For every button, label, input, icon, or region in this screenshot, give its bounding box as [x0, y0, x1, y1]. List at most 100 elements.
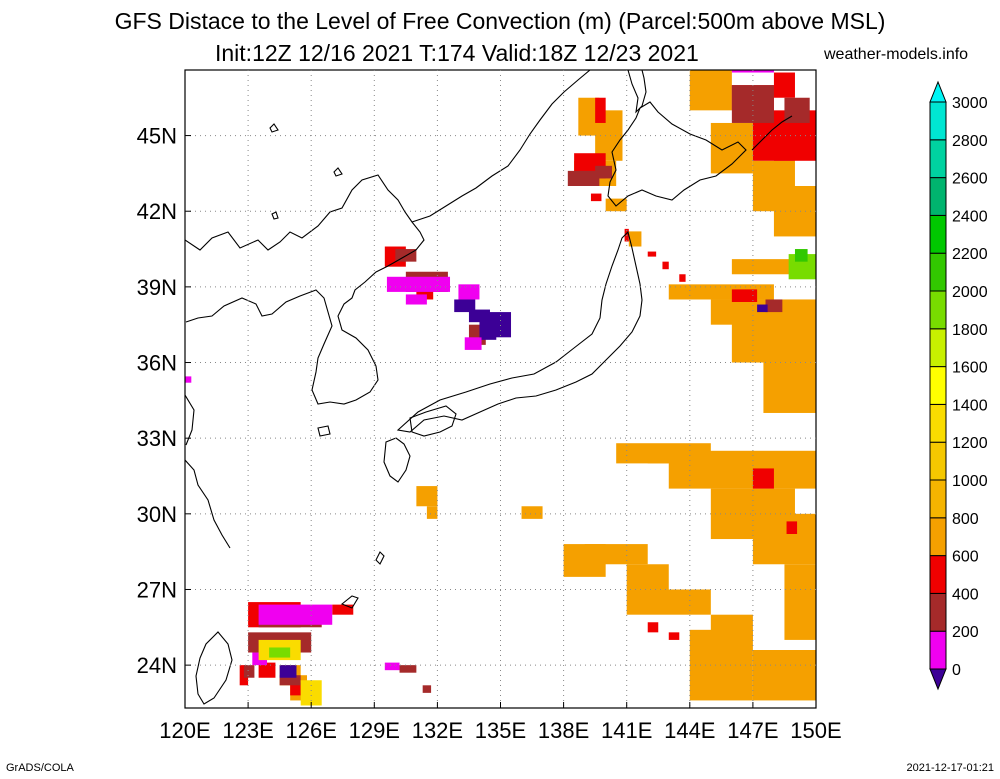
colorbar-segment [929, 328, 947, 368]
footer-software: GrADS/COLA [6, 762, 74, 774]
field-cell [426, 506, 438, 519]
field-cell [752, 468, 774, 489]
field-cell [422, 685, 432, 693]
colorbar-segment [929, 517, 947, 557]
field-cell [468, 309, 490, 323]
colorbar-segment [929, 290, 947, 330]
field-cell [605, 198, 627, 212]
field-cell [710, 122, 753, 174]
field-cell [786, 521, 798, 534]
field-cell [668, 284, 774, 300]
colorbar-min-arrow [929, 668, 947, 691]
y-tick-label: 45N [137, 124, 177, 149]
colorbar-max-arrow [929, 80, 947, 103]
colorbar-segment [929, 403, 947, 443]
field-cell [384, 662, 400, 671]
colorbar-segment [929, 214, 947, 254]
colorbar-segment [929, 139, 947, 179]
field-cell [567, 170, 600, 186]
field-cell [300, 680, 322, 706]
colorbar-label: 0 [952, 662, 961, 679]
colorbar-segment [929, 592, 947, 632]
field-cell [258, 604, 333, 625]
colorbar-segment [929, 101, 947, 141]
field-cell [731, 85, 774, 123]
field-cell [668, 632, 680, 640]
x-axis: 120E 123E 126E 129E 132E 135E 138E 141E 144E 147E… [159, 702, 842, 743]
field-cell [521, 506, 543, 519]
field-cell [784, 97, 810, 123]
colorbar-segment [929, 479, 947, 519]
x-tick-label: 147E [727, 718, 778, 743]
y-tick-label: 24N [137, 653, 177, 678]
field-cell [243, 665, 255, 678]
colorbar-segment [929, 177, 947, 216]
footer-timestamp: 2021-12-17-01:21 [906, 762, 994, 774]
colorbar-label: 400 [952, 586, 979, 603]
field-cell [679, 274, 686, 282]
field-cell [773, 72, 795, 98]
colorbar-label: 1400 [952, 397, 988, 414]
field-cell [481, 329, 497, 340]
colorbar-label: 3000 [952, 95, 988, 112]
y-tick-label: 33N [137, 426, 177, 451]
colorbar-label: 800 [952, 511, 979, 528]
field-cell [279, 665, 297, 678]
colorbar-segment [929, 366, 947, 405]
y-tick-label: 30N [137, 502, 177, 527]
site-credit: weather-models.info [824, 46, 969, 63]
field-cell [773, 135, 795, 161]
field-cell [584, 544, 648, 565]
x-tick-label: 135E [475, 718, 526, 743]
field-cell [731, 70, 774, 73]
field-cell [752, 513, 816, 565]
colorbar: 0 200 400 600 800 1000 1200 1400 1600 1800 2000 220… [929, 80, 988, 691]
colorbar-segment [929, 252, 947, 292]
x-tick-label: 120E [159, 718, 210, 743]
field-cell [595, 165, 612, 179]
y-tick-label: 39N [137, 275, 177, 300]
field-cell [784, 564, 816, 640]
x-tick-label: 138E [538, 718, 589, 743]
colorbar-label: 200 [952, 624, 979, 641]
field-cell [710, 299, 816, 325]
field-cell [590, 193, 602, 202]
colorbar-label: 1600 [952, 360, 988, 377]
field-cell [689, 629, 753, 701]
map-subtitle: Init:12Z 12/16 2021 T:174 Valid:18Z 12/2… [215, 40, 699, 66]
field-cell [731, 289, 758, 302]
x-tick-label: 129E [349, 718, 400, 743]
field-cell [689, 70, 732, 111]
field-cell [662, 261, 669, 270]
field-cell [763, 362, 816, 413]
field-cell [399, 665, 417, 673]
field-cell [628, 231, 642, 247]
coastlines [185, 70, 793, 705]
field-cell [416, 289, 434, 300]
field-cell [454, 299, 476, 313]
lat-lon-grid [185, 70, 816, 708]
colorbar-label: 2200 [952, 246, 988, 263]
colorbar-segment [929, 555, 947, 594]
field-cell [595, 97, 606, 123]
map-title: GFS Distace to the Level of Free Convect… [114, 8, 886, 34]
y-axis: 24N 27N 30N 33N 36N 39N 42N 45N [137, 124, 191, 678]
field-cell [279, 675, 301, 686]
colorbar-segment [929, 630, 947, 670]
field-cell [416, 486, 438, 507]
field-cell [765, 299, 783, 313]
x-tick-label: 132E [412, 718, 463, 743]
field-cell [752, 650, 816, 701]
colorbar-label: 2800 [952, 133, 988, 150]
field-cell [626, 564, 669, 590]
field-cell [290, 682, 301, 696]
field-cell [647, 622, 659, 633]
field-cell [258, 662, 276, 678]
x-tick-label: 126E [286, 718, 337, 743]
colorbar-label: 2600 [952, 171, 988, 188]
field-cell [185, 376, 192, 383]
colorbar-label: 1800 [952, 322, 988, 339]
y-tick-label: 42N [137, 199, 177, 224]
field-cell [626, 589, 711, 615]
